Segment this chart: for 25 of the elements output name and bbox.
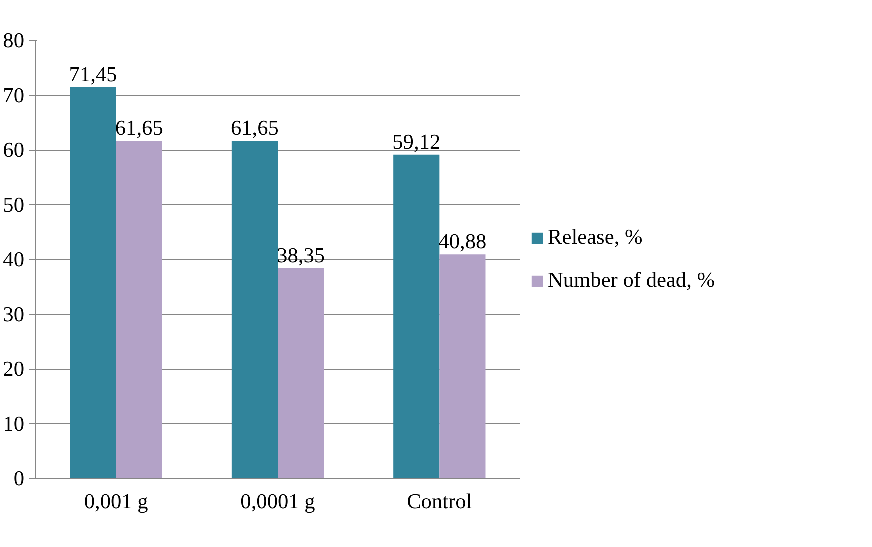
x-tick-label: 0,0001 g — [240, 490, 316, 514]
y-tick-label: 30 — [3, 302, 24, 326]
bar — [278, 268, 324, 478]
data-label: 59,12 — [392, 130, 441, 154]
y-tick-label: 80 — [3, 28, 24, 52]
data-label: 71,45 — [69, 62, 118, 86]
bar — [232, 140, 278, 478]
y-tick-label: 0 — [14, 466, 25, 490]
bar — [70, 87, 116, 478]
data-label: 38,35 — [277, 244, 326, 268]
data-label: 61,65 — [115, 116, 164, 140]
bar — [116, 140, 162, 478]
legend-label: Number of dead, % — [548, 268, 716, 293]
legend-label: Release, % — [548, 225, 643, 250]
bar — [440, 254, 486, 478]
y-tick-label: 10 — [3, 412, 24, 436]
y-tick-label: 60 — [3, 138, 24, 162]
y-tick-label: 40 — [3, 248, 24, 272]
y-tick-label: 20 — [3, 357, 24, 381]
bar — [394, 154, 440, 478]
x-tick-label: 0,001 g — [84, 490, 149, 514]
x-tick-label: Control — [407, 490, 472, 514]
data-label: 61,65 — [230, 116, 279, 140]
y-tick-label: 70 — [3, 83, 24, 108]
y-tick-label: 50 — [3, 192, 24, 217]
